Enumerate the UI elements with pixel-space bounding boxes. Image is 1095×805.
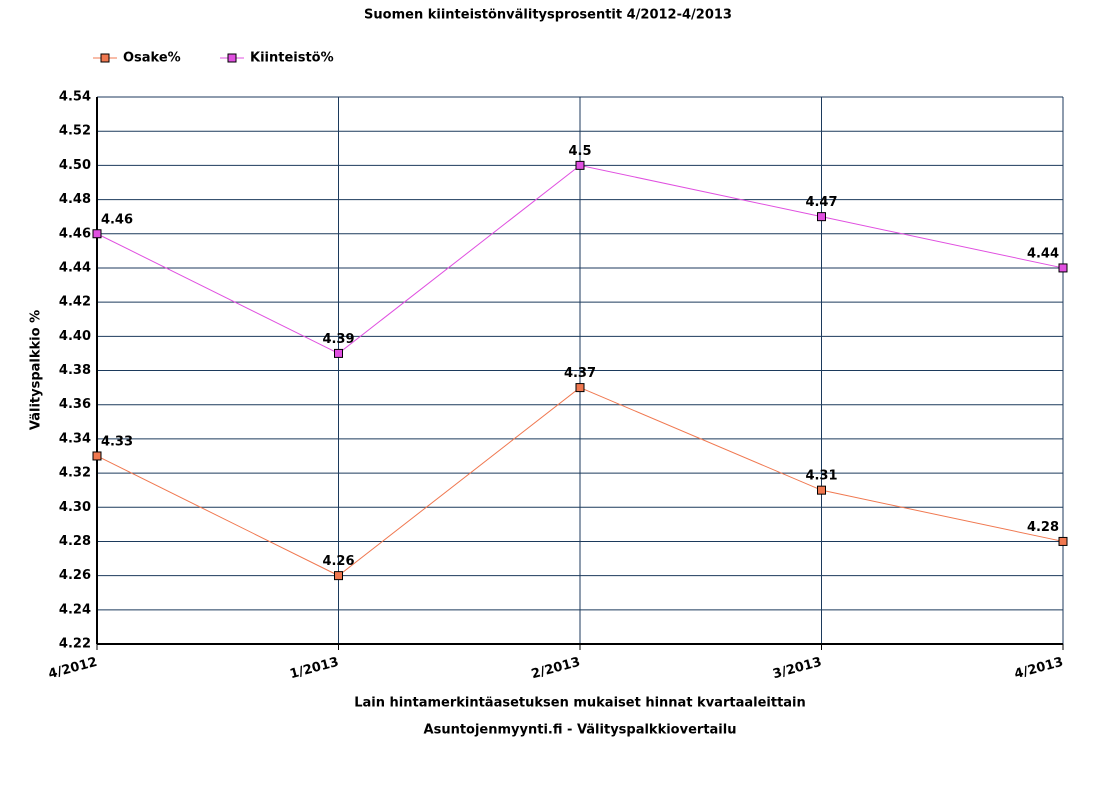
y-tick-label: 4.30 xyxy=(59,500,91,515)
marker xyxy=(575,383,585,393)
x-tick-label: 4/2013 xyxy=(1013,655,1065,682)
y-tick-label: 4.46 xyxy=(59,226,91,241)
marker xyxy=(334,571,343,581)
y-axis-label: Välityspalkkio % xyxy=(29,310,44,430)
data-label: 4.33 xyxy=(101,434,133,449)
x-tick-label: 3/2013 xyxy=(771,655,823,682)
data-label: 4.47 xyxy=(805,195,837,210)
marker xyxy=(92,451,102,461)
y-tick-label: 4.48 xyxy=(59,192,91,207)
marker xyxy=(817,485,826,495)
data-label: 4.39 xyxy=(322,332,354,347)
y-tick-label: 4.38 xyxy=(59,363,91,378)
x-tick-label: 4/2012 xyxy=(47,655,99,682)
data-label: 4.5 xyxy=(568,144,591,159)
data-label: 4.26 xyxy=(322,554,354,569)
data-label: 4.44 xyxy=(1027,246,1059,261)
y-tick-label: 4.44 xyxy=(59,260,91,275)
marker xyxy=(334,348,343,358)
marker xyxy=(1058,263,1068,273)
x-axis-label: Lain hintamerkintäasetuksen mukaiset hin… xyxy=(354,696,806,711)
source: Asuntojenmyynti.fi - Välityspalkkioverta… xyxy=(424,723,737,738)
y-tick-label: 4.24 xyxy=(59,602,91,617)
marker xyxy=(575,160,585,170)
y-tick-label: 4.32 xyxy=(59,466,91,481)
marker xyxy=(817,212,826,222)
y-tick-label: 4.42 xyxy=(59,295,91,310)
y-tick-label: 4.34 xyxy=(59,431,91,446)
y-tick-label: 4.26 xyxy=(59,568,91,583)
marker xyxy=(1058,536,1068,546)
y-tick-label: 4.28 xyxy=(59,534,91,549)
legend-marker xyxy=(227,53,237,63)
legend-label: Osake% xyxy=(123,51,181,66)
data-label: 4.31 xyxy=(805,469,837,484)
chart-title: Suomen kiinteistönvälitysprosentit 4/201… xyxy=(364,8,732,23)
data-label: 4.28 xyxy=(1027,520,1059,535)
legend-marker xyxy=(100,53,110,63)
y-tick-label: 4.50 xyxy=(59,158,91,173)
y-tick-label: 4.52 xyxy=(59,124,91,139)
y-tick-label: 4.22 xyxy=(59,637,91,652)
y-tick-label: 4.36 xyxy=(59,397,91,412)
x-tick-label: 1/2013 xyxy=(288,655,340,682)
legend-label: Kiinteistö% xyxy=(250,51,334,66)
marker xyxy=(92,229,102,239)
x-tick-label: 2/2013 xyxy=(530,655,582,682)
data-label: 4.46 xyxy=(101,212,133,227)
y-tick-label: 4.40 xyxy=(59,329,91,344)
y-tick-label: 4.54 xyxy=(59,90,91,105)
data-label: 4.37 xyxy=(564,366,596,381)
